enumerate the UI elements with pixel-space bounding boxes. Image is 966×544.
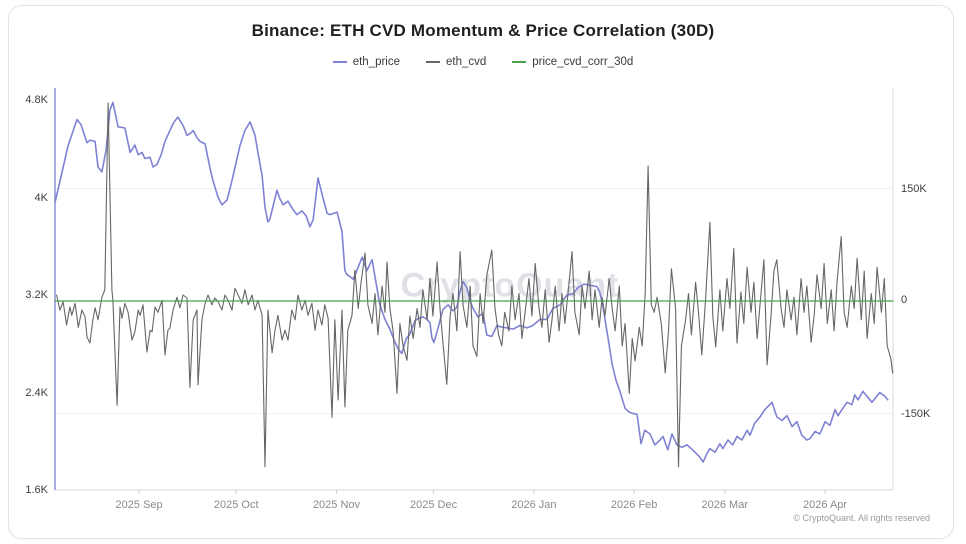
- legend-item-eth-price[interactable]: eth_price: [332, 56, 400, 68]
- y-left-tick-4.8K: 4.8K: [25, 94, 48, 106]
- legend-label-price-cvd-corr: price_cvd_corr_30d: [532, 56, 634, 68]
- chart-card: [8, 5, 954, 539]
- copyright-footer: © CryptoQuant. All rights reserved: [793, 513, 930, 523]
- legend-item-eth-cvd[interactable]: eth_cvd: [426, 56, 486, 68]
- x-tick-2026-Jan: 2026 Jan: [511, 499, 557, 511]
- legend: eth_price eth_cvd price_cvd_corr_30d: [0, 56, 966, 68]
- x-tick-2026-Apr: 2026 Apr: [803, 499, 848, 511]
- legend-label-eth-cvd: eth_cvd: [446, 56, 487, 68]
- eth-price-swatch-icon: [332, 61, 347, 63]
- y-left-tick-1.6K: 1.6K: [25, 484, 48, 496]
- y-left-tick-4K: 4K: [34, 191, 48, 204]
- legend-item-price-cvd-corr[interactable]: price_cvd_corr_30d: [512, 56, 633, 68]
- x-tick-2026-Feb: 2026 Feb: [610, 499, 658, 511]
- y-left-tick-3.2K: 3.2K: [25, 289, 48, 301]
- y-right-tick-150K: 150K: [901, 182, 927, 195]
- y-left-tick-2.4K: 2.4K: [25, 386, 48, 399]
- series-line-eth_cvd[interactable]: [56, 102, 894, 468]
- y-right-tick--150K: -150K: [901, 407, 931, 420]
- x-tick-2025-Dec: 2025 Dec: [410, 499, 458, 511]
- price-cvd-corr-swatch-icon: [512, 61, 527, 63]
- y-right-tick-0: 0: [901, 294, 908, 306]
- chart-title: Binance: ETH CVD Momentum & Price Correl…: [251, 21, 715, 40]
- legend-label-eth-price: eth_price: [352, 56, 400, 68]
- x-tick-2026-Mar: 2026 Mar: [701, 499, 748, 511]
- series-line-eth_price[interactable]: [54, 101, 889, 463]
- x-tick-2025-Sep: 2025 Sep: [115, 499, 163, 511]
- x-tick-2025-Nov: 2025 Nov: [312, 499, 361, 511]
- x-tick-2025-Oct: 2025 Oct: [213, 499, 259, 511]
- eth-cvd-swatch-icon: [426, 61, 440, 63]
